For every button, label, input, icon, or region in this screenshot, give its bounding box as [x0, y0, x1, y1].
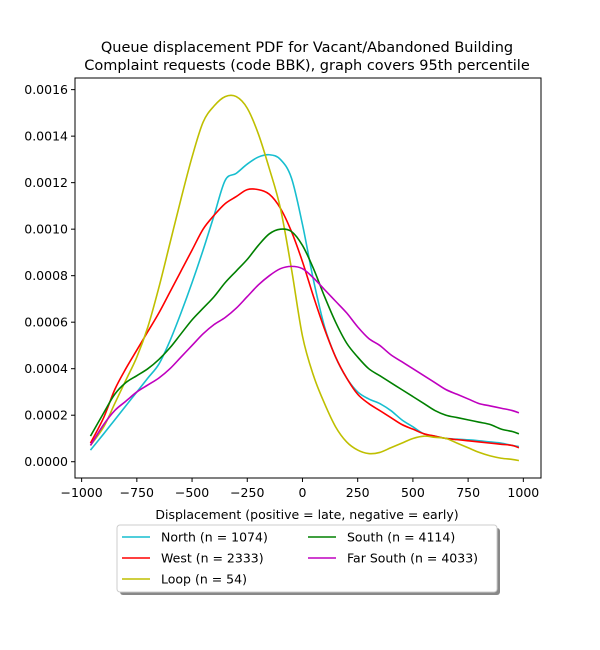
legend-label: Far South (n = 4033)	[347, 551, 478, 566]
x-tick-label: 500	[401, 485, 425, 500]
series-line-4	[89, 265, 520, 446]
x-tick-label: −500	[175, 485, 209, 500]
y-tick-label: 0.0006	[24, 315, 68, 330]
chart-title-line-1: Queue displacement PDF for Vacant/Abando…	[101, 40, 513, 56]
y-tick-label: 0.0000	[24, 454, 68, 469]
x-tick-label: 750	[456, 485, 480, 500]
legend-label: North (n = 1074)	[161, 530, 268, 545]
series-line-2	[89, 94, 520, 462]
y-tick-label: 0.0008	[24, 268, 68, 283]
y-axis-ticks: 0.0000 0.0002 0.0004 0.0006 0.0008 0.0010 0.00…	[24, 82, 75, 469]
legend: North (n = 1074) West (n = 2333) Loop (n =…	[116, 524, 500, 595]
x-tick-label: −250	[230, 485, 264, 500]
y-tick-label: 0.0016	[24, 82, 68, 97]
x-tick-label: −750	[120, 485, 154, 500]
y-tick-label: 0.0004	[24, 361, 68, 376]
plot-lines	[89, 94, 520, 462]
legend-label: West (n = 2333)	[161, 551, 264, 566]
y-tick-label: 0.0010	[24, 222, 68, 237]
y-tick-label: 0.0012	[24, 175, 68, 190]
chart-title-line-2: Complaint requests (code BBK), graph cov…	[84, 58, 530, 74]
x-tick-label: 0	[299, 485, 307, 500]
y-tick-label: 0.0002	[24, 408, 68, 423]
y-tick-label: 0.0014	[24, 129, 68, 144]
plot-area-frame	[74, 77, 542, 479]
series-line-1	[89, 188, 520, 449]
x-tick-label: −1000	[60, 485, 102, 500]
x-tick-label: 250	[346, 485, 370, 500]
series-line-3	[89, 228, 520, 437]
legend-entries: North (n = 1074) West (n = 2333) Loop (n =…	[122, 530, 478, 587]
x-axis-ticks: −1000 −750 −500 −250 0 250 500 750 1000	[60, 478, 539, 500]
x-axis-label: Displacement (positive = late, negative …	[155, 507, 458, 522]
legend-label: Loop (n = 54)	[161, 572, 247, 587]
x-tick-label: 1000	[507, 485, 539, 500]
legend-label: South (n = 4114)	[347, 530, 455, 545]
legend-box	[116, 524, 498, 593]
